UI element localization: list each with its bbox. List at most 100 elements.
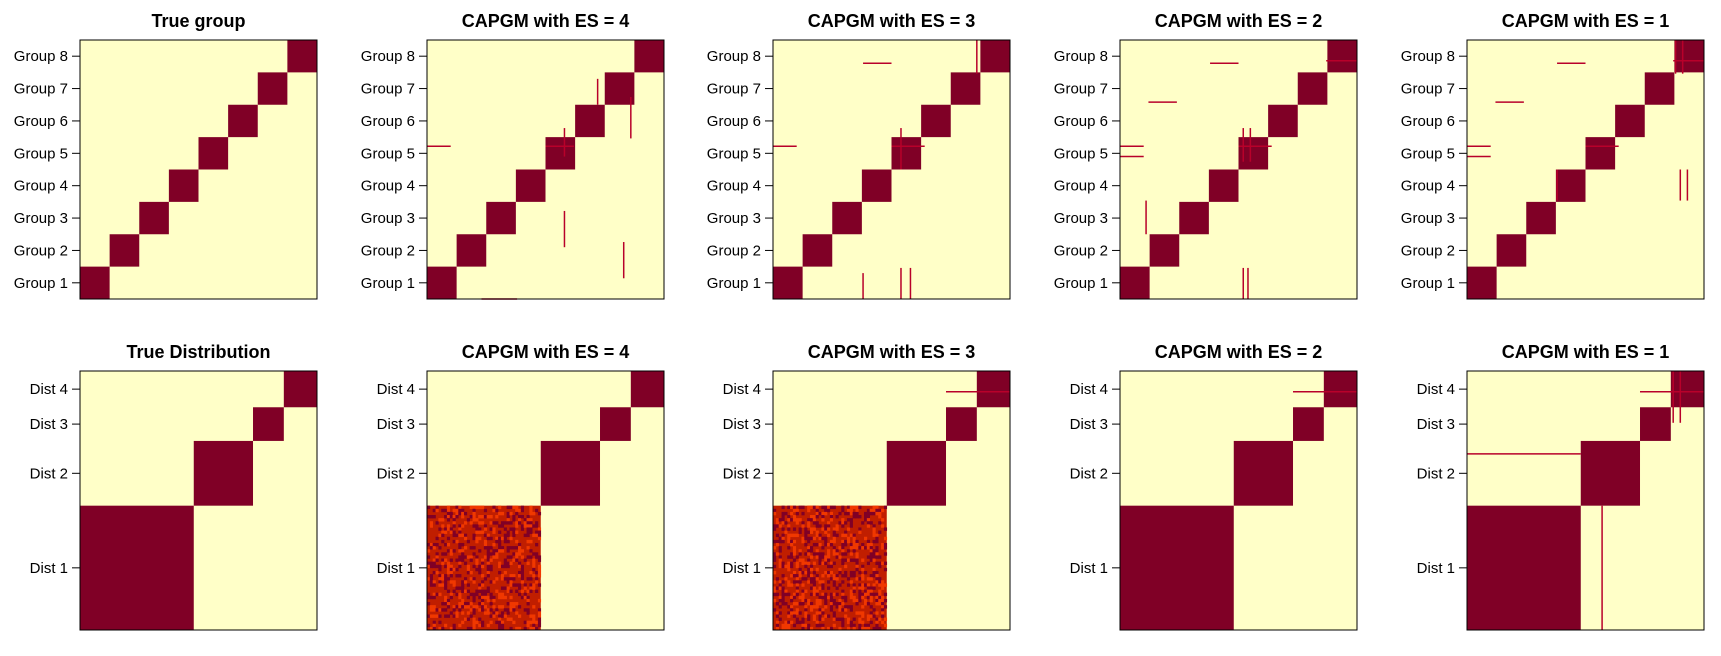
noise-cell [452,521,456,525]
noise-cell [461,552,465,556]
noise-cell [520,508,524,513]
noise-cell [809,515,814,519]
noise-cell [500,586,505,590]
noise-cell [506,617,510,621]
noise-cell [444,583,448,587]
noise-cell [446,577,451,581]
y-tick-label: Group 3 [1401,210,1455,227]
noise-cell [489,515,493,519]
noise-cell [812,570,816,575]
panel-title: CAPGM with ES = 4 [462,342,630,362]
noise-cell [787,583,791,587]
diagonal-block [1208,169,1239,202]
y-tick-label: Group 8 [1401,48,1455,65]
noise-cell [512,530,516,534]
noise-cell [801,558,805,562]
noise-cell [866,561,870,566]
noise-cell [432,542,436,547]
noise-cell [775,623,779,628]
noise-cell [444,577,448,581]
noise-cell [835,577,839,581]
y-tick-label: Group 1 [1054,275,1108,292]
noise-cell [781,533,785,538]
noise-cell [841,617,845,621]
noise-cell [515,539,519,544]
noise-cell [818,611,822,615]
noise-cell [875,620,879,625]
noise-cell [827,505,831,510]
noise-cell [535,508,539,513]
noise-cell [455,515,459,519]
noise-cell [787,518,791,522]
noise-cell [829,608,834,612]
noise-cell [775,533,779,538]
noise-cell [512,605,516,609]
noise-cell [532,567,536,572]
noise-cell [773,539,777,544]
noise-cell [784,589,788,594]
noise-cell [852,595,856,600]
y-tick-label: Group 4 [707,178,761,195]
noise-cell [529,549,533,553]
noise-cell [821,505,825,510]
noise-cell [775,614,779,618]
noise-cell [883,527,888,531]
noise-cell [815,598,819,603]
noise-cell [520,524,524,528]
noise-cell [841,518,845,522]
noise-cell [841,623,845,628]
noise-cell [472,577,476,581]
noise-cell [773,555,777,559]
noise-cell [878,598,882,603]
noise-cell [458,511,462,516]
noise-cell [838,626,842,631]
noise-cell [475,536,479,541]
noise-cell [855,602,859,606]
noise-cell [432,623,436,628]
noise-cell [829,626,834,631]
noise-cell [787,555,791,559]
noise-cell [486,561,490,566]
noise-cell [875,577,879,581]
noise-cell [503,533,507,538]
noise-cell [495,552,499,556]
noise-cell [835,533,839,538]
noise-cell [506,511,510,516]
noise-cell [461,580,465,584]
noise-cell [792,614,797,618]
noise-cell [795,583,799,587]
noise-cell [775,539,779,544]
noise-cell [883,546,888,550]
noise-cell [537,558,542,562]
noise-cell [804,564,808,569]
noise-cell [792,539,797,544]
noise-cell [883,536,888,541]
noise-cell [852,539,856,544]
noise-cell [469,614,473,618]
noise-cell [804,623,808,628]
noise-cell [461,542,465,547]
noise-cell [846,539,851,544]
noise-cell [827,527,831,531]
noise-cell [449,549,453,553]
noise-cell [438,626,442,631]
noise-cell [858,620,862,625]
noise-cell [881,595,885,600]
noise-cell [846,620,851,625]
noise-cell [466,564,470,569]
noise-cell [503,521,507,525]
noise-cell [481,608,485,612]
noise-cell [881,611,885,615]
noise-cell [444,574,448,578]
noise-cell [798,518,802,522]
noise-cell [458,542,462,547]
noise-cell [498,546,502,550]
noise-cell [781,580,785,584]
noise-cell [429,574,433,578]
noise-cell [515,546,519,550]
noise-cell [523,518,527,522]
noise-cell [509,561,513,566]
noise-cell [801,617,805,621]
noise-cell [506,505,510,510]
